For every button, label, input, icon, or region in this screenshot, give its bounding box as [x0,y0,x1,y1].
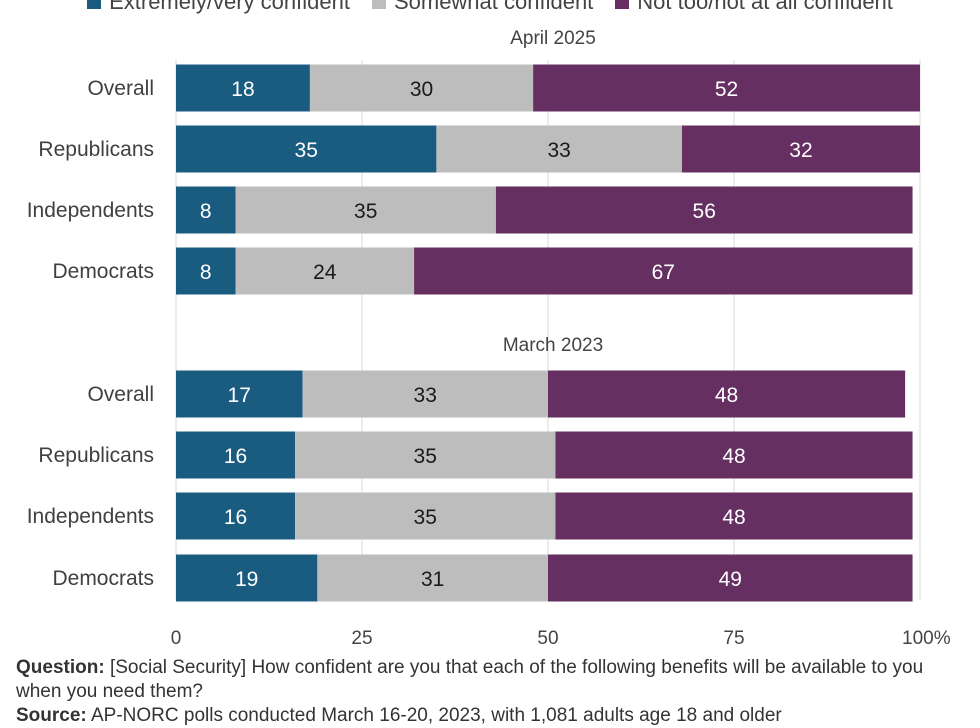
data-label: 35 [354,200,377,223]
bar-segment [548,554,913,602]
bar-segment [414,247,913,295]
panel-title: April 2025 [510,28,596,49]
bar-segment [309,64,534,112]
bar-segment [436,125,682,173]
bar-segment [176,186,236,234]
category-label: Independents [27,199,154,222]
bar-segment [235,247,415,295]
data-label: 8 [200,261,212,284]
chart-legend: Extremely/very confident Somewhat confide… [0,0,980,16]
data-label: 35 [295,139,318,162]
data-label: 16 [224,506,247,529]
bar-segment [317,554,548,602]
data-label: 16 [224,445,247,468]
x-tick-label: 25 [351,628,372,649]
data-label: 33 [547,139,570,162]
legend-swatch [87,0,102,9]
panel-title: March 2023 [503,335,603,356]
x-tick-label: 100% [902,628,951,649]
bar-segment [495,186,913,234]
data-label: 67 [652,261,675,284]
data-label: 31 [421,568,444,591]
category-label: Republicans [38,138,154,161]
question-label: Question: [16,657,105,678]
data-label: 48 [722,506,745,529]
category-label: Republicans [38,444,154,467]
question-note: Question: [Social Security] How confiden… [16,656,966,704]
bar-segment [302,370,548,418]
data-label: 48 [715,384,738,407]
data-label: 18 [231,78,254,101]
bar-segment [176,370,303,418]
category-label: Overall [87,77,154,100]
category-label: Democrats [52,567,154,590]
bar-segment [295,492,556,540]
bar-segment [533,64,920,112]
bar-segment [176,431,296,479]
data-label: 32 [789,139,812,162]
data-label: 52 [715,78,738,101]
data-label: 17 [228,384,251,407]
data-label: 19 [235,568,258,591]
bar-segment [176,247,236,295]
bar-segment [176,64,310,112]
x-tick-label: 50 [537,628,558,649]
bar-segment [681,125,920,173]
stacked-bar-chart: April 2025 Overall 18 30 52 Republicans 35 33 32… [27,28,951,649]
legend-item: Somewhat confident [371,0,594,16]
data-label: 35 [414,506,437,529]
chart-footnote: Question: [Social Security] How confiden… [16,656,966,728]
bar-segment [235,186,496,234]
data-label: 8 [200,200,212,223]
data-label: 30 [410,78,433,101]
bar-segment [176,554,318,602]
legend-swatch [371,0,386,9]
data-label: 48 [722,445,745,468]
legend-swatch [615,0,630,9]
legend-label: Extremely/very confident [109,0,350,14]
data-label: 24 [313,261,337,284]
x-tick-label: 75 [723,628,744,649]
data-label: 49 [719,568,742,591]
category-label: Overall [87,383,154,406]
bar-segment [176,125,437,173]
data-label: 56 [693,200,716,223]
legend-item: Not too/not at all confident [615,0,893,16]
bar-segment [176,492,296,540]
x-tick-label: 0 [171,628,182,649]
legend-label: Somewhat confident [393,0,594,14]
question-text: [Social Security] How confident are you … [16,657,924,702]
category-label: Democrats [52,260,154,283]
data-label: 35 [414,445,437,468]
category-label: Independents [27,505,154,528]
source-label: Source: [16,705,87,726]
bar-segment [555,492,913,540]
bar-segment [548,370,906,418]
legend-item: Extremely/very confident [87,0,350,16]
source-note: Source: AP-NORC polls conducted March 16… [16,704,966,728]
legend-label: Not too/not at all confident [637,0,893,14]
source-text: AP-NORC polls conducted March 16-20, 202… [86,705,782,726]
bar-segment [295,431,556,479]
data-label: 33 [414,384,437,407]
bar-segment [555,431,913,479]
